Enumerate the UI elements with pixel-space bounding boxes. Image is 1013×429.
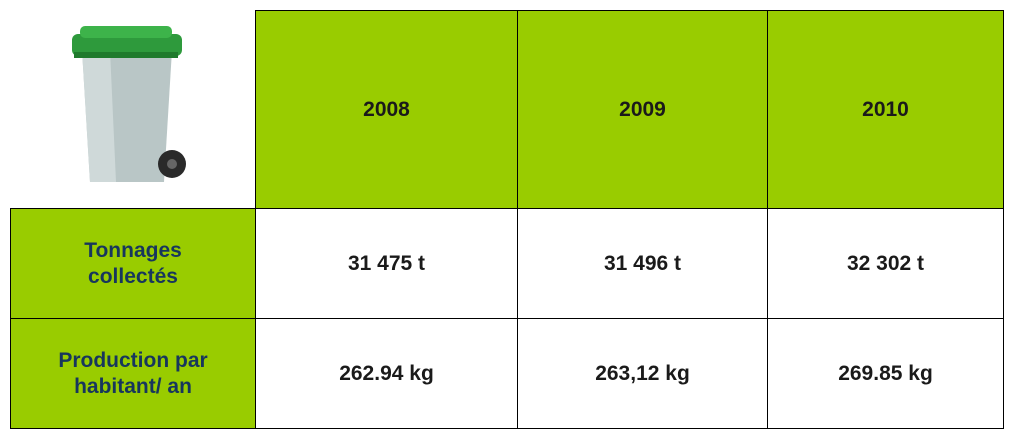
year-header: 2008 [255, 10, 518, 209]
page: 200820092010 Tonnages collectés31 475 t31… [0, 0, 1013, 428]
year-header: 2010 [767, 10, 1004, 209]
value-cell: 32 302 t [767, 208, 1004, 319]
value-cell: 269.85 kg [767, 318, 1004, 429]
row-label: Tonnages collectés [10, 208, 256, 319]
bin-icon [60, 22, 195, 192]
year-header: 2009 [517, 10, 768, 209]
value-cell: 263,12 kg [517, 318, 768, 429]
value-cell: 31 475 t [255, 208, 518, 319]
value-cell: 262.94 kg [255, 318, 518, 429]
value-cell: 31 496 t [517, 208, 768, 319]
row-label: Production par habitant/ an [10, 318, 256, 429]
